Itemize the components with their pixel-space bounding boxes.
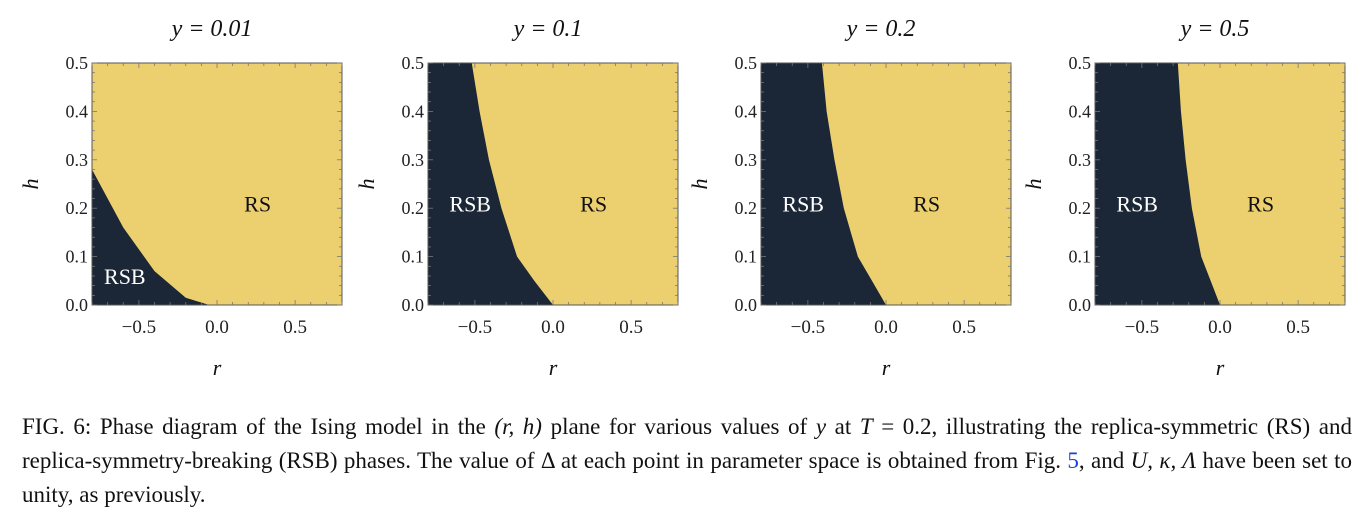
y-tick-label: 0.1 (1069, 247, 1092, 267)
chart-panel-3: −0.5 0.0 0.5 0.0 0.1 0.2 0.3 0.4 0.5 r h y = 0.2 RSB… (687, 16, 1012, 380)
rsb-region (92, 169, 210, 305)
y-tick-label: 0.2 (735, 198, 758, 218)
panel-title: y = 0.2 (845, 16, 916, 42)
tick-marks (91, 62, 343, 306)
x-axis-label: r (549, 355, 558, 380)
y-tick-label: 0.4 (402, 101, 425, 121)
y-tick-label: 0.3 (66, 150, 89, 170)
y-tick-label: 0.5 (1069, 53, 1092, 73)
x-tick-label: 0.5 (283, 317, 307, 338)
rsb-label: RSB (449, 191, 491, 216)
y-tick-label: 0.2 (1069, 198, 1092, 218)
y-tick-label: 0.4 (735, 101, 758, 121)
rsb-region (761, 63, 886, 305)
x-axis-label: r (1216, 355, 1225, 380)
panel-title: y = 0.5 (1179, 16, 1250, 42)
x-tick-label: 0.5 (952, 317, 976, 338)
y-tick-label: 0.4 (66, 101, 89, 121)
y-tick-label: 0.3 (735, 150, 758, 170)
x-tick-label: 0.0 (541, 317, 565, 338)
panel-title: y = 0.1 (512, 16, 583, 42)
phase-diagram-figure: −0.5 0.0 0.5 0.0 0.1 0.2 0.3 0.4 0.5 r h y = 0.01 RS… (18, 16, 1346, 380)
x-tick-label: 0.0 (1208, 317, 1232, 338)
y-tick-label: 0.0 (1069, 295, 1092, 315)
x-tick-label: −0.5 (122, 317, 156, 338)
y-axis-label: h (1021, 179, 1046, 190)
x-tick-label: −0.5 (1125, 317, 1159, 338)
y-tick-label: 0.3 (1069, 150, 1092, 170)
chart-panel-2: −0.5 0.0 0.5 0.0 0.1 0.2 0.3 0.4 0.5 r h y = 0.1 RSB… (354, 16, 679, 380)
y-tick-label: 0.0 (66, 295, 89, 315)
y-axis-label: h (18, 179, 43, 190)
y-tick-label: 0.5 (402, 53, 425, 73)
x-axis-label: r (213, 355, 222, 380)
rsb-label: RSB (782, 191, 824, 216)
x-tick-label: 0.0 (205, 317, 229, 338)
y-axis-label: h (687, 179, 712, 190)
rsb-region (1095, 63, 1220, 305)
y-axis-label: h (354, 179, 379, 190)
x-tick-label: 0.5 (1286, 317, 1310, 338)
y-tick-label: 0.1 (402, 247, 425, 267)
y-tick-label: 0.2 (66, 198, 89, 218)
x-axis-label: r (882, 355, 891, 380)
figure-caption: FIG. 6: Phase diagram of the Ising model… (22, 414, 1352, 507)
y-tick-label: 0.4 (1069, 101, 1092, 121)
rs-label: RS (244, 191, 271, 216)
rs-label: RS (580, 191, 607, 216)
y-tick-label: 0.1 (66, 247, 89, 267)
rs-label: RS (913, 191, 940, 216)
tick-marks (427, 62, 679, 306)
caption-fig-label: FIG. 6: (22, 414, 92, 439)
y-tick-label: 0.2 (402, 198, 425, 218)
panel-title: y = 0.01 (170, 16, 253, 42)
rsb-region (428, 63, 553, 305)
y-tick-label: 0.3 (402, 150, 425, 170)
y-tick-label: 0.0 (402, 295, 425, 315)
y-tick-label: 0.5 (66, 53, 89, 73)
rsb-label: RSB (1116, 191, 1158, 216)
tick-marks (1094, 62, 1346, 306)
figure-reference-link[interactable]: 5 (1067, 448, 1079, 473)
chart-panel-4: −0.5 0.0 0.5 0.0 0.1 0.2 0.3 0.4 0.5 r h y = 0.5 RSB… (1021, 16, 1346, 380)
y-tick-label: 0.0 (735, 295, 758, 315)
x-tick-label: −0.5 (458, 317, 492, 338)
rsb-label: RSB (104, 264, 146, 289)
y-tick-label: 0.1 (735, 247, 758, 267)
y-tick-label: 0.5 (735, 53, 758, 73)
x-tick-label: −0.5 (791, 317, 825, 338)
tick-marks (760, 62, 1012, 306)
x-tick-label: 0.0 (874, 317, 898, 338)
x-tick-label: 0.5 (619, 317, 643, 338)
chart-panel-1: −0.5 0.0 0.5 0.0 0.1 0.2 0.3 0.4 0.5 r h y = 0.01 RS… (18, 16, 343, 380)
rs-label: RS (1247, 191, 1274, 216)
